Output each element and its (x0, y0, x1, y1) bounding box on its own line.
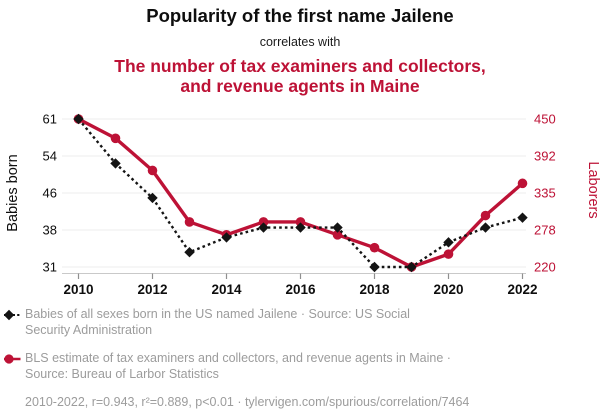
right-tick-label: 450 (534, 112, 556, 127)
data-point-circle (480, 210, 491, 221)
data-point-diamond (110, 158, 121, 169)
data-point-diamond (295, 222, 306, 233)
data-point-circle (332, 230, 343, 240)
header: Popularity of the first name Jailene cor… (0, 0, 600, 96)
left-axis-title: Babies born (5, 154, 21, 231)
legend-entry-laborers: BLS estimate of tax examiners and collec… (3, 350, 595, 382)
x-tick-label: 2014 (211, 282, 242, 297)
data-point-circle (295, 217, 306, 227)
legend-line: Source: Bureau of Larbor Statistics (25, 367, 219, 381)
x-tick-label: 2022 (507, 282, 537, 297)
legend-line: Babies of all sexes born in the US named… (25, 307, 410, 321)
right-tick-label: 335 (534, 186, 556, 201)
left-tick-label: 31 (43, 260, 57, 275)
data-point-diamond (258, 222, 269, 233)
data-point-diamond (147, 192, 158, 204)
data-point-diamond (221, 232, 232, 243)
data-point-diamond (369, 261, 380, 273)
left-tick-label: 46 (43, 186, 57, 201)
legend-entry-laborers-label: BLS estimate of tax examiners and collec… (25, 350, 451, 382)
data-point-diamond (517, 212, 528, 223)
line-chart: 2010 2012 2014 2016 2018 2020 2022 61 54 46 38 31 45… (5, 112, 600, 298)
x-tick-label: 2016 (285, 282, 316, 297)
red-circle-solid-line-icon (4, 354, 21, 364)
subtitle: correlates with (259, 35, 341, 49)
legend-entry-babies: Babies of all sexes born in the US named… (3, 306, 595, 338)
left-tick-label: 54 (43, 149, 57, 164)
data-point-diamond (443, 237, 454, 248)
data-point-circle (184, 217, 195, 227)
data-point-diamond (406, 261, 417, 273)
x-tick-label: 2018 (359, 282, 390, 297)
page-title: Popularity of the first name Jailene (146, 5, 454, 26)
footer-stats: 2010-2022, r=0.943, r²=0.889, p<0.01 · t… (25, 395, 470, 409)
data-point-diamond (184, 247, 195, 258)
data-point-diamond (73, 113, 84, 125)
data-point-circle (517, 178, 528, 189)
left-tick-label: 61 (43, 112, 57, 127)
data-point-circle (147, 165, 158, 176)
right-tick-label: 392 (534, 149, 556, 164)
legend-line: BLS estimate of tax examiners and collec… (25, 351, 451, 365)
data-point-circle (110, 133, 121, 144)
data-point-circle (443, 249, 454, 259)
right-tick-label: 220 (534, 260, 556, 275)
x-tick-label: 2012 (137, 282, 167, 297)
x-tick-label: 2010 (63, 282, 93, 297)
data-point-diamond (480, 222, 491, 233)
right-tick-label: 278 (534, 223, 556, 238)
left-tick-label: 38 (43, 223, 57, 238)
right-axis-title: Laborers (585, 161, 600, 218)
black-diamond-dashed-line-icon (3, 309, 21, 321)
data-point-circle (369, 242, 380, 253)
data-point-diamond (332, 222, 343, 233)
secondary-title: The number of tax examiners and collecto… (0, 56, 600, 96)
legend-line: Security Administration (25, 323, 153, 337)
legend-entry-babies-label: Babies of all sexes born in the US named… (25, 306, 410, 338)
secondary-title-line-2: and revenue agents in Maine (180, 76, 420, 96)
secondary-title-line-1: The number of tax examiners and collecto… (114, 56, 486, 76)
legend: Babies of all sexes born in the US named… (3, 306, 595, 410)
data-point-circle (258, 217, 269, 227)
x-tick-label: 2020 (433, 282, 463, 297)
